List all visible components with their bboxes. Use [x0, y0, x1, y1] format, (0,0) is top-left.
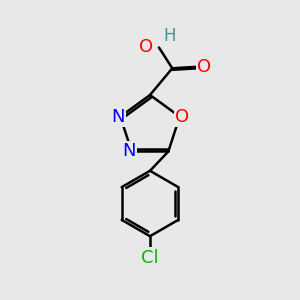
Text: H: H — [163, 27, 176, 45]
Text: Cl: Cl — [141, 249, 159, 267]
Text: N: N — [122, 142, 136, 160]
Text: O: O — [197, 58, 211, 76]
Text: O: O — [140, 38, 154, 56]
Text: N: N — [111, 108, 125, 126]
Text: O: O — [175, 108, 189, 126]
